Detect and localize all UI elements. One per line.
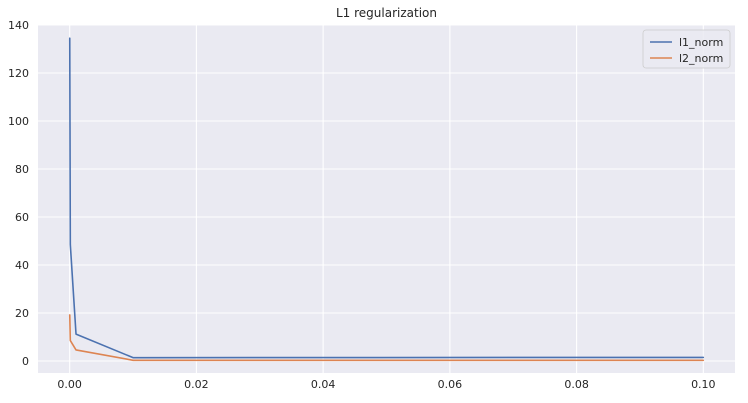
y-tick-label: 120 bbox=[8, 67, 29, 80]
x-tick-label: 0.10 bbox=[691, 378, 716, 391]
y-tick-label: 60 bbox=[15, 211, 29, 224]
chart-title: L1 regularization bbox=[336, 6, 437, 20]
y-tick-label: 40 bbox=[15, 259, 29, 272]
y-tick-label: 100 bbox=[8, 115, 29, 128]
legend: l1_norm l2_norm bbox=[642, 29, 731, 69]
legend-label-l1_norm: l1_norm bbox=[679, 36, 723, 49]
y-tick-label: 80 bbox=[15, 163, 29, 176]
y-tick-label: 0 bbox=[22, 355, 29, 368]
x-tick-label: 0.00 bbox=[57, 378, 82, 391]
x-tick-label: 0.04 bbox=[311, 378, 336, 391]
x-tick-label: 0.06 bbox=[438, 378, 463, 391]
plot-area bbox=[38, 25, 735, 373]
legend-label-l2_norm: l2_norm bbox=[679, 52, 723, 65]
series-line-l1_norm bbox=[68, 37, 705, 359]
y-tick-label: 140 bbox=[8, 19, 29, 32]
x-tick-label: 0.02 bbox=[184, 378, 209, 391]
series-line-l2_norm bbox=[68, 314, 705, 362]
y-tick-label: 20 bbox=[15, 307, 29, 320]
series-lines bbox=[68, 37, 705, 362]
tick-labels: 0.00 0.02 0.04 0.06 0.08 0.10 0 20 40 60 80 100 120 1… bbox=[8, 19, 716, 391]
grid-lines bbox=[38, 24, 735, 373]
x-tick-label: 0.08 bbox=[564, 378, 589, 391]
